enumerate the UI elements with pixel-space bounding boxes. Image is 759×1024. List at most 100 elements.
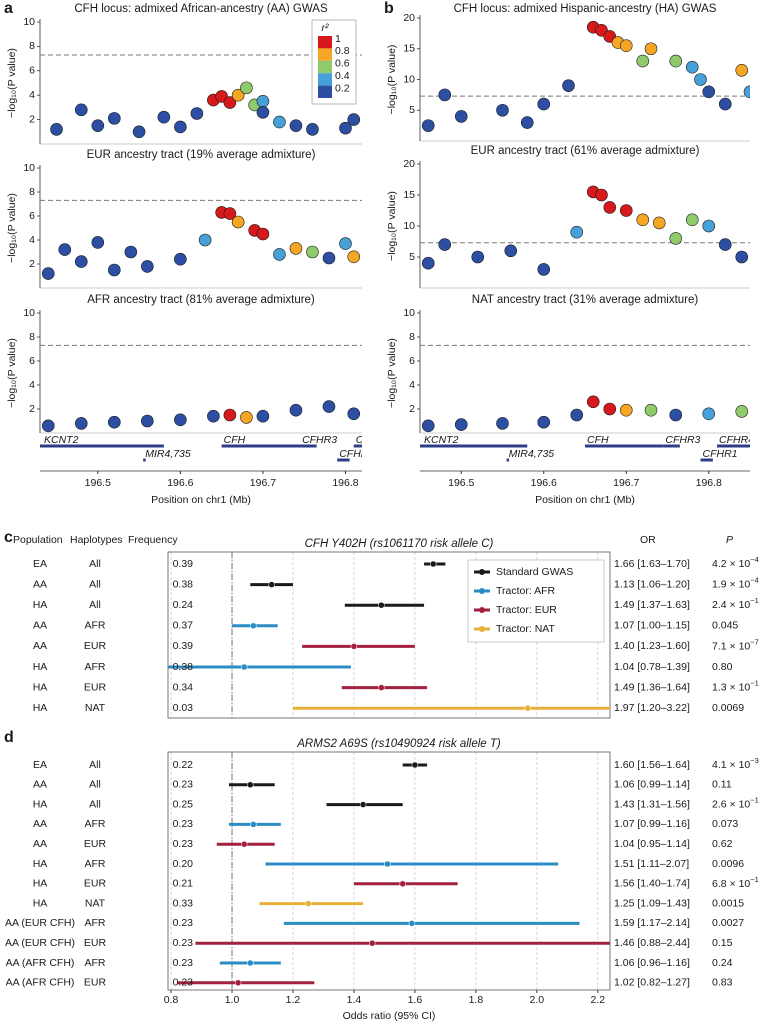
or-label: 1.49 [1.36–1.64]: [614, 681, 690, 693]
gene-label: CFH: [224, 434, 246, 446]
gene: [353, 444, 362, 448]
column-header: P: [726, 534, 733, 546]
p-value: 0.0027: [712, 917, 744, 929]
population-label: HA: [33, 661, 48, 673]
y-tick-label: 2: [29, 113, 35, 125]
or-label: 1.40 [1.23–1.60]: [614, 640, 690, 652]
snp-point: [619, 204, 633, 217]
plot-frame: [167, 751, 611, 991]
or-label: 1.60 [1.56–1.64]: [614, 759, 690, 771]
population-label: AA: [33, 818, 47, 830]
clip-group: [168, 560, 610, 712]
y-tick-label: 4: [409, 379, 415, 391]
snp-point: [91, 236, 105, 249]
snp-point: [174, 120, 187, 134]
snp-point: [702, 85, 716, 99]
snp-point: [157, 110, 171, 124]
y-axis-label: −log₁₀(P value): [6, 338, 18, 408]
frequency-label: 0.39: [173, 640, 194, 652]
snp-point: [619, 403, 633, 417]
legend-swatch-dot: [479, 626, 485, 632]
or-label: 1.02 [0.82–1.27]: [614, 977, 690, 989]
y-tick-label: 15: [403, 43, 415, 55]
gene: [700, 458, 713, 462]
gene-label: MIR4,735: [509, 448, 555, 460]
snp-point: [74, 103, 88, 117]
population-label: AA: [33, 578, 47, 590]
x-tick-label: 196.8: [332, 477, 358, 489]
gene-label: CFHR3: [302, 434, 337, 446]
snp-point: [718, 238, 732, 251]
p-value: 1.3 × 10−16: [712, 679, 759, 694]
haplotype-label: All: [89, 558, 101, 570]
haplotype-label: EUR: [84, 977, 107, 989]
p-value: 0.62: [712, 838, 733, 850]
y-tick-label: 2: [29, 258, 35, 270]
snp-point: [570, 408, 584, 422]
y-tick-label: 8: [29, 186, 35, 198]
panel-title: CFH locus: admixed Hispanic-ancestry (HA…: [454, 3, 717, 15]
or-point: [304, 900, 312, 907]
frequency-label: 0.23: [173, 917, 194, 929]
p-value: 4.2 × 10−458: [712, 555, 759, 570]
frequency-label: 0.21: [173, 878, 194, 890]
or-label: 1.07 [0.99–1.16]: [614, 818, 690, 830]
y-tick-label: 6: [29, 65, 35, 77]
y-tick-label: 6: [29, 210, 35, 222]
or-label: 1.07 [1.00–1.15]: [614, 620, 690, 632]
population-label: HA: [33, 897, 48, 909]
or-label: 1.51 [1.11–2.07]: [614, 858, 689, 870]
colorbar-band: [318, 48, 332, 61]
snp-point: [471, 250, 485, 264]
clip-group: [50, 77, 361, 139]
snp-point: [108, 415, 121, 429]
snp-point: [636, 54, 650, 68]
gene: [337, 458, 350, 462]
panel-label: c: [4, 529, 13, 546]
x-tick-label: 1.4: [347, 994, 362, 1006]
or-label: 1.06 [0.96–1.16]: [614, 957, 690, 969]
population-label: AA (EUR CFH): [5, 917, 75, 929]
y-tick-label: 8: [29, 331, 35, 343]
p-value: 0.0015: [712, 897, 744, 909]
snp-point: [190, 107, 204, 120]
snp-point: [339, 121, 352, 135]
column-header: Haplotypes: [70, 534, 123, 546]
panel-label: b: [384, 0, 394, 17]
snp-point: [669, 232, 683, 245]
snp-point: [74, 417, 88, 430]
population-label: AA (AFR CFH): [6, 957, 75, 969]
or-point: [240, 840, 248, 848]
snp-point: [273, 248, 286, 261]
snp-point: [694, 73, 707, 86]
clip-group: [421, 395, 749, 433]
gene: [40, 444, 164, 448]
gene-label: CFH: [587, 434, 609, 446]
plot-frame: [167, 551, 611, 719]
or-label: 1.04 [0.78–1.39]: [614, 661, 690, 673]
frequency-label: 0.20: [173, 858, 194, 870]
snp-point: [537, 97, 551, 111]
x-tick-label: 1.0: [225, 994, 240, 1006]
population-label: AA: [33, 838, 47, 850]
snp-point: [735, 405, 749, 418]
gene-label: CFHR3: [665, 434, 700, 446]
p-value-base: 6.8 × 10: [712, 878, 750, 890]
p-value: 6.8 × 10−16: [712, 875, 759, 890]
haplotype-label: All: [89, 599, 101, 611]
snp-point: [347, 113, 361, 126]
snp-point: [223, 96, 237, 109]
snp-point: [240, 81, 253, 95]
snp-point: [132, 125, 146, 139]
population-label: HA: [33, 702, 48, 714]
x-tick-label: 196.7: [250, 477, 276, 489]
snp-point: [174, 252, 187, 266]
p-value-exponent: −16: [750, 679, 759, 688]
snp-point: [496, 103, 509, 117]
x-tick-label: 196.7: [613, 477, 639, 489]
snp-point: [603, 201, 617, 214]
snp-point: [652, 216, 666, 230]
p-value-base: 1.3 × 10: [712, 681, 750, 693]
y-tick-label: 8: [409, 331, 415, 343]
x-tick-label: 196.6: [167, 477, 193, 489]
